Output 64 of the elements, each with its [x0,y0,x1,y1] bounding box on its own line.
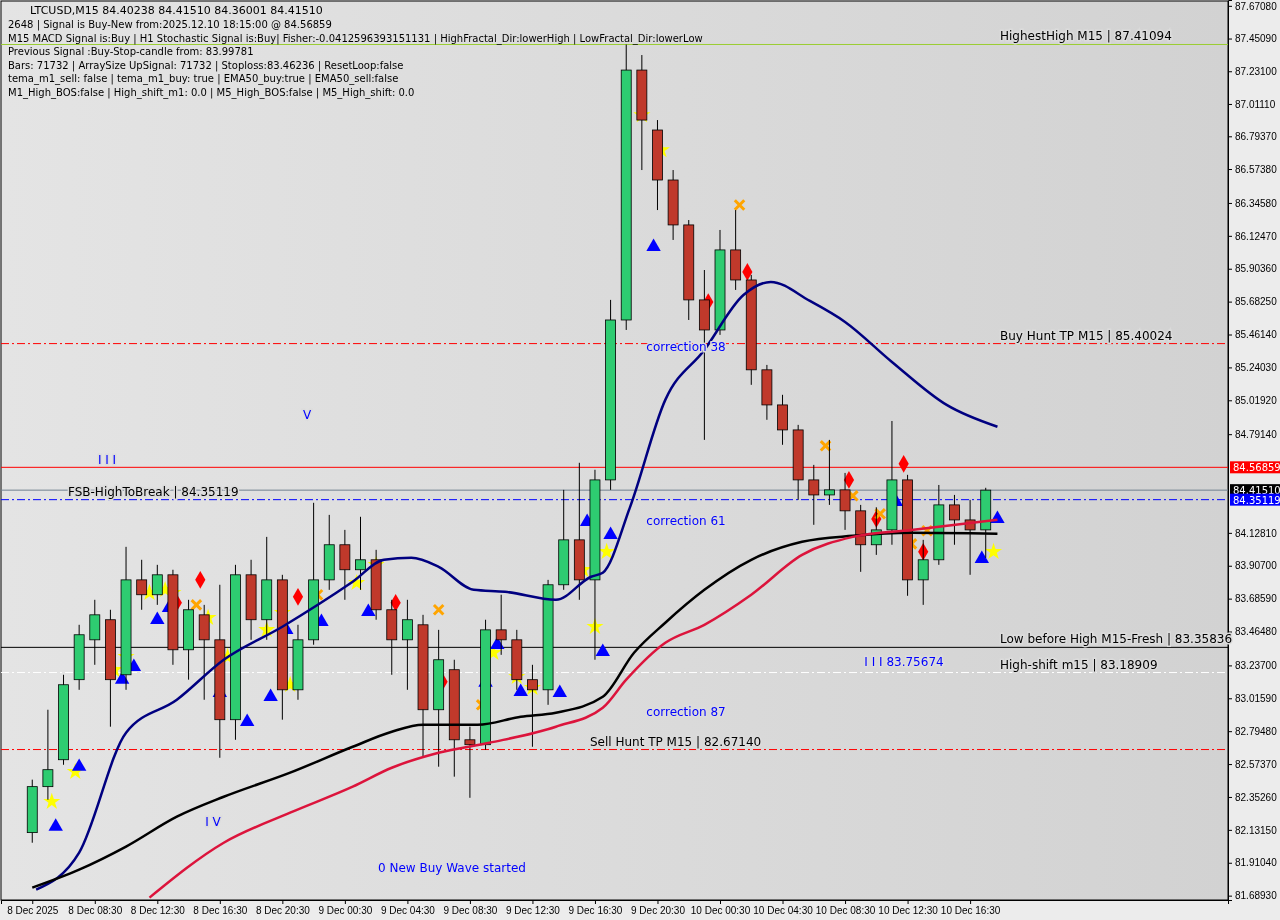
y-tick-label: 83.01590 [1235,693,1278,704]
y-tick-label: 85.24030 [1235,362,1278,374]
x-tick-label: 9 Dec 20:30 [631,905,686,917]
ref-line-label: FSB-HighToBreak | 84.35119 [68,484,239,499]
x-tick-label: 9 Dec 04:30 [380,905,436,917]
y-tick-label: 86.34580 [1235,197,1278,209]
y-tick-label: 85.46140 [1235,329,1278,341]
y-tick-label: 84.79140 [1235,428,1278,440]
x-tick-label: 8 Dec 2025 [7,905,59,917]
y-tick-label: 87.67080 [1235,0,1278,12]
y-tick-label: 83.68590 [1235,593,1278,605]
x-tick-label: 9 Dec 16:30 [568,905,623,917]
x-tick-label: 10 Dec 12:30 [878,905,939,917]
x-tick-label: 8 Dec 08:30 [68,905,123,917]
text: 84.56859 [1233,462,1280,474]
y-tick-label: 83.46480 [1235,626,1278,638]
y-tick-label: 81.91040 [1235,857,1278,869]
y-tick-label: 86.12470 [1235,230,1278,242]
annotation: correction 61 [646,514,726,529]
x-tick-label: 9 Dec 00:30 [318,905,373,917]
annotation: 0 New Buy Wave started [378,861,526,876]
ref-line-label: High-shift m15 | 83.18909 [1000,657,1158,672]
annotation: tema_m1_sell: false | tema_m1_buy: true | EMA50_buy:true | EMA50_sell:false [8,73,399,85]
ref-line-label: Sell Hunt TP M15 | 82.67140 [590,734,762,749]
y-tick-label: 82.13150 [1235,824,1278,836]
y-tick-label: 86.79370 [1235,131,1278,143]
annotation: 2648 | Signal is Buy-New from:2025.12.10 18:15:00 @ 84.56859 [8,19,332,31]
x-tick-label: 10 Dec 00:30 [690,905,751,917]
x-tick-label: 10 Dec 08:30 [815,905,876,917]
x-tick-label: 9 Dec 12:30 [505,905,561,917]
ref-line-label: HighestHigh M15 | 87.41094 [1000,29,1172,44]
text: 84.35119 [1233,494,1280,506]
y-tick-label: 84.12810 [1235,527,1278,539]
y-tick-label: 85.90360 [1235,263,1278,275]
annotation: correction 87 [646,705,726,720]
y-tick-label: 83.23700 [1235,660,1278,672]
ref-line-label: Buy Hunt TP M15 | 85.40024 [1000,328,1173,343]
y-tick-label: 87.01110 [1235,98,1276,110]
x-tick-label: 8 Dec 16:30 [193,905,248,917]
y-tick-label: 87.45090 [1235,33,1278,45]
x-tick-label: 9 Dec 08:30 [443,905,498,917]
y-tick-label: 87.23100 [1235,65,1278,77]
y-tick-label: 82.35260 [1235,791,1278,803]
annotation: I I I [97,453,117,468]
y-tick-label: 86.57380 [1235,163,1278,175]
y-tick-label: 83.90700 [1235,560,1278,572]
x-tick-label: 10 Dec 04:30 [753,905,814,917]
x-tick-label: 8 Dec 12:30 [130,905,186,917]
x-tick-label: 10 Dec 16:30 [940,905,1001,917]
y-tick-label: 82.79480 [1235,725,1278,737]
y-tick-label: 82.57370 [1235,758,1278,770]
annotation: Bars: 71732 | ArraySize UpSignal: 71732 | Stoploss:83.46236 | ResetLoop:false [8,59,404,72]
annotation: V [302,408,312,423]
annotation: M1_High_BOS:false | High_shift_m1: 0.0 | M5_High_BOS:false | M5_High_shift: 0.0 [8,86,415,99]
text: 84.41510 [1233,485,1280,497]
chart-title: LTCUSD,M15 84.40238 84.41510 84.36001 84.41510 [30,4,323,17]
annotation: I I I 83.75674 [864,655,944,670]
y-tick-label: 85.68250 [1235,296,1278,308]
annotation: M15 MACD Signal is:Buy | H1 Stochastic Signal is:Buy| Fisher:-0.0412596393151131 | HighFractal_Dir:lowerHigh | LowFractal_Dir:lowerLow [8,32,703,45]
annotation: Previous Signal :Buy-Stop-candle from: 83.99781 [8,46,254,57]
annotation: I V [205,815,222,830]
y-tick-label: 85.01920 [1235,394,1278,406]
y-tick-label: 81.68930 [1235,890,1278,902]
x-tick-label: 8 Dec 20:30 [255,905,311,917]
